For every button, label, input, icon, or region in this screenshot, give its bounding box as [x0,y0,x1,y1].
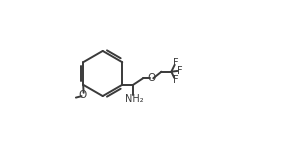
Text: F: F [172,75,178,85]
Text: NH₂: NH₂ [125,94,143,104]
Text: O: O [148,73,156,83]
Text: F: F [173,58,179,68]
Text: O: O [78,90,87,100]
Text: F: F [177,66,182,76]
